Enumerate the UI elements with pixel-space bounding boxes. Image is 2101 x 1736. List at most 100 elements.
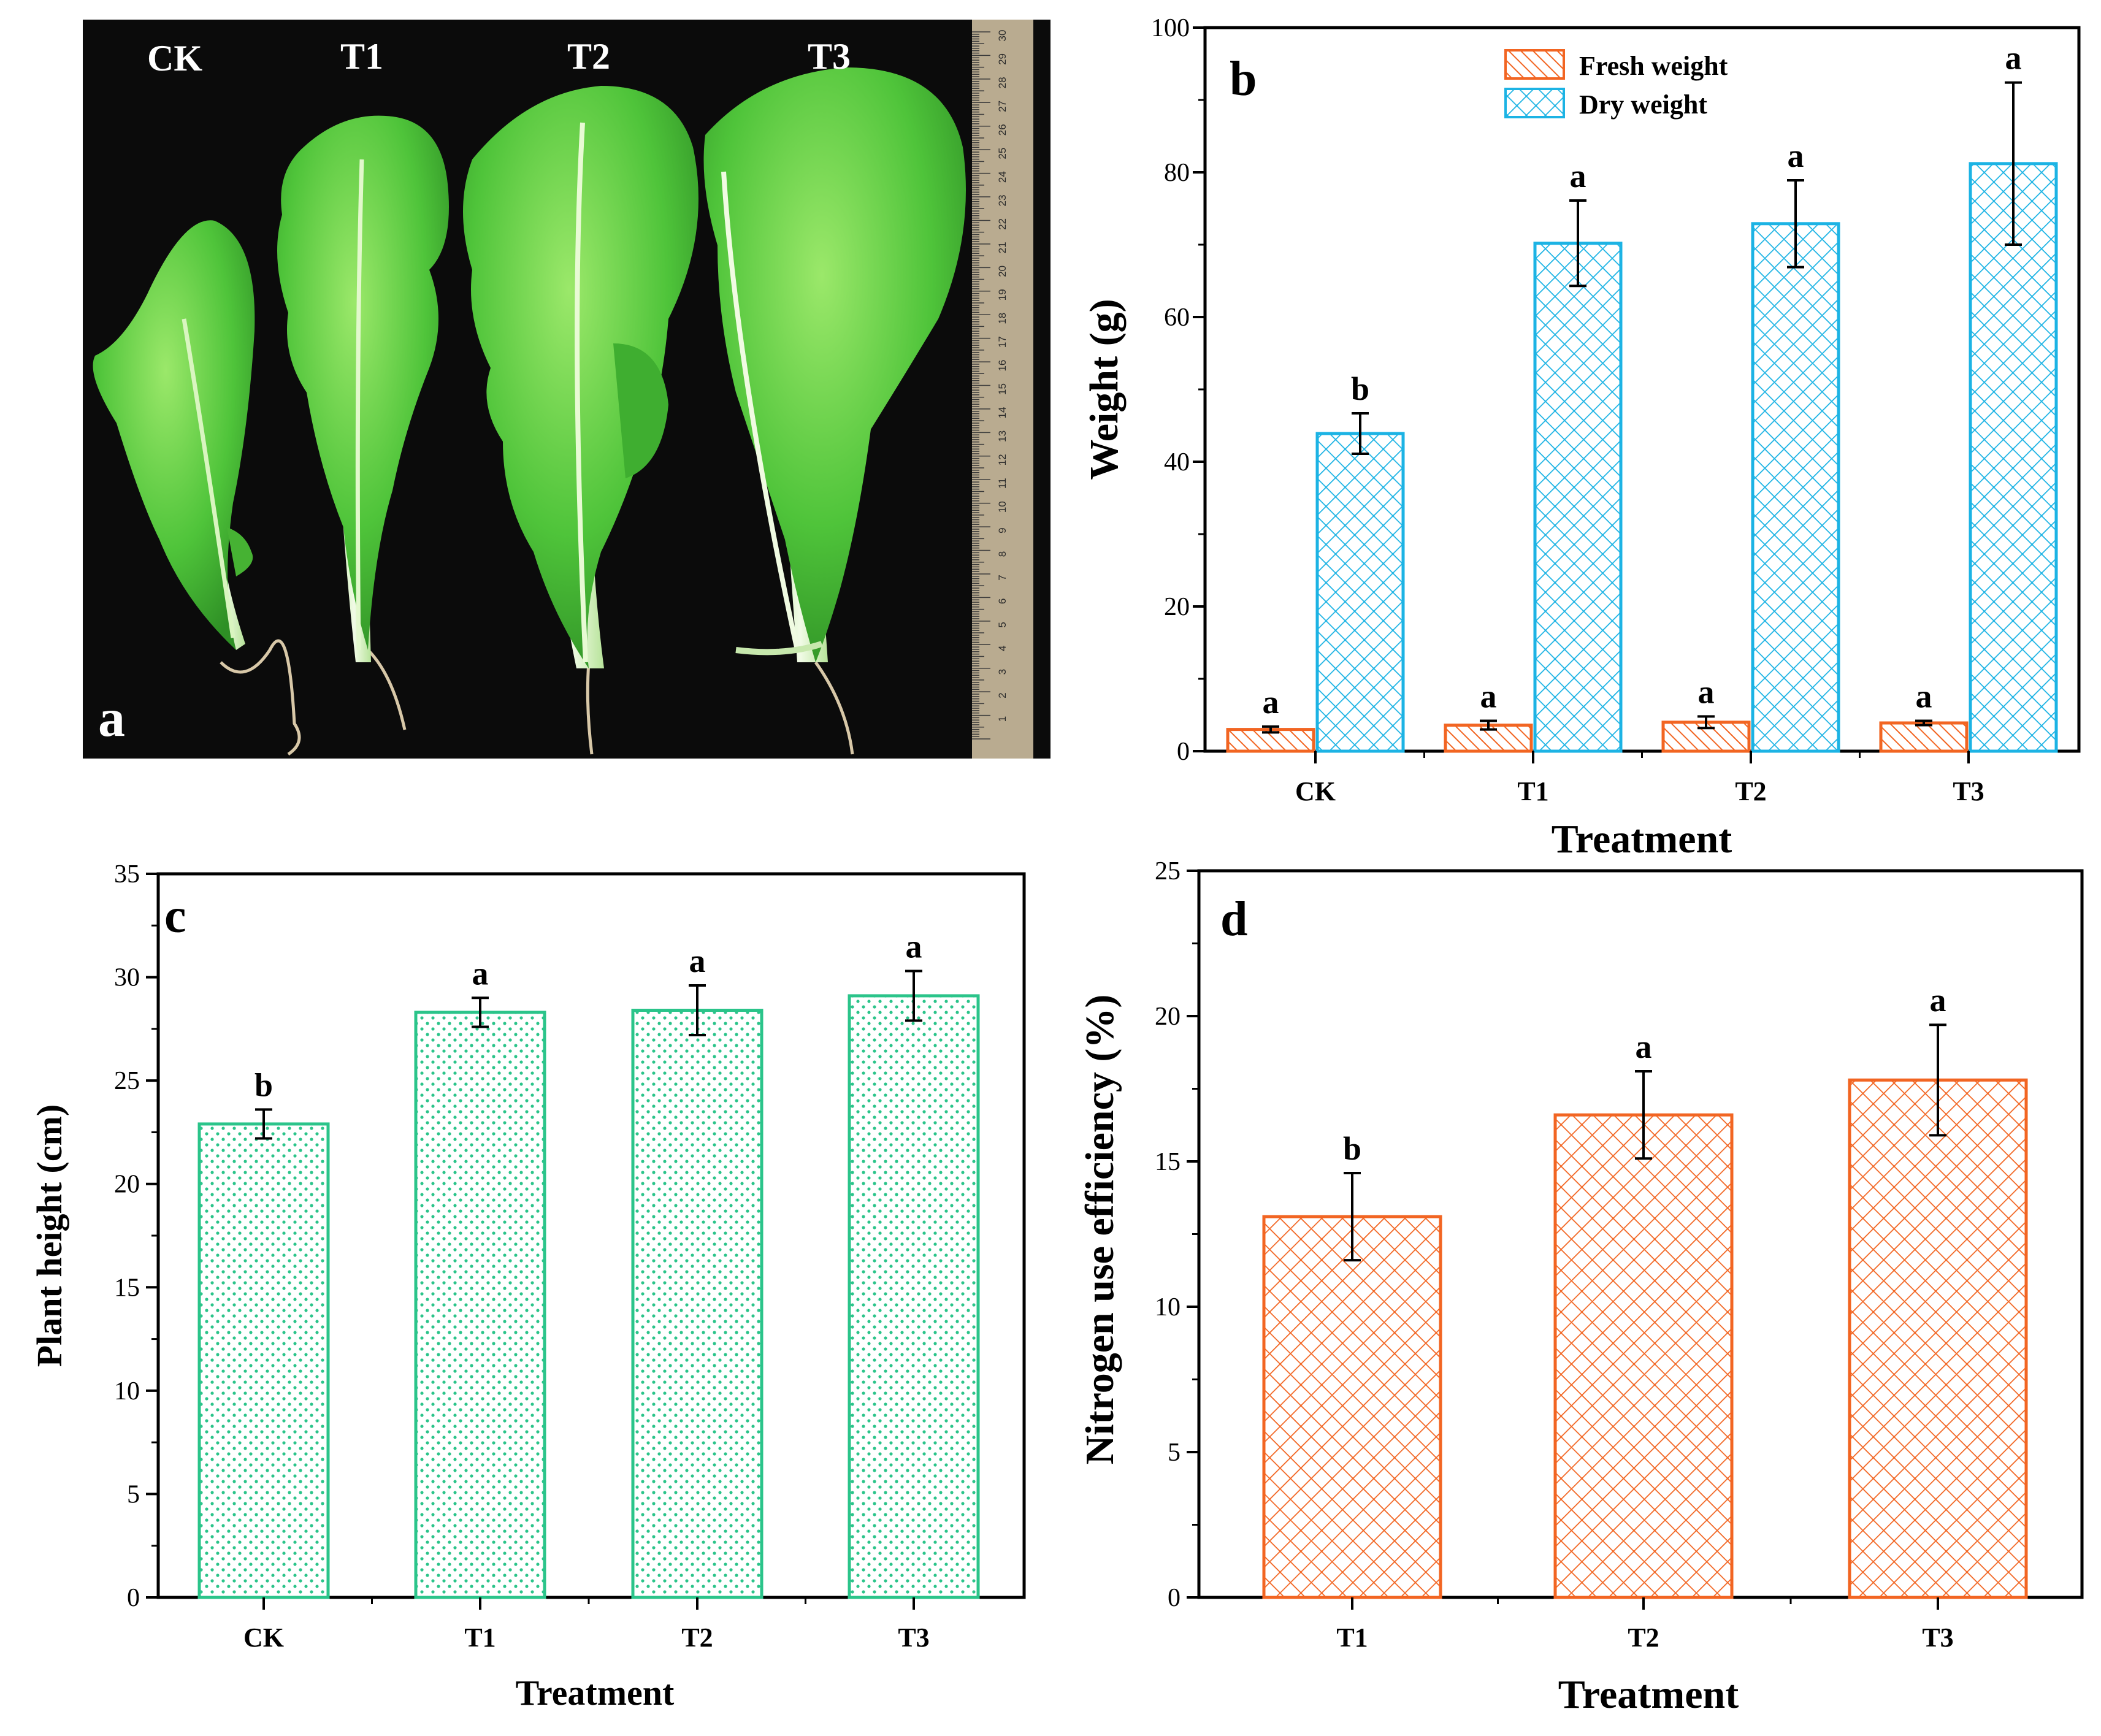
- legend-swatch-fresh: [1504, 49, 1565, 80]
- y-tick-label-5: 25: [1155, 857, 1181, 885]
- y-tick-label-3: 15: [114, 1274, 140, 1302]
- panel-label-c: c: [164, 889, 186, 943]
- ruler-number-28: 28: [997, 77, 1008, 88]
- x-tick-label-t1: T1: [464, 1623, 496, 1653]
- plant-label-t3: T3: [808, 36, 851, 77]
- ruler-number-22: 22: [997, 218, 1008, 230]
- significance-label-fresh-weight-t1: a: [1480, 678, 1497, 714]
- bar-dry-weight-t3: [1969, 162, 2058, 753]
- bar-series-ck: [197, 1122, 330, 1599]
- panel-d-nue-chart: d b a a 0 5 10 15 20 25 T1 T2 T3 Nitrogen use eff…: [1077, 857, 2084, 1717]
- y-tick-label-0: 0: [1168, 1584, 1181, 1612]
- panel-label-d: d: [1220, 892, 1248, 946]
- plant-t3: [703, 67, 966, 755]
- ruler-number-26: 26: [997, 124, 1008, 136]
- significance-label-series-t1: a: [472, 955, 489, 992]
- x-axis-b: CK T1 T2 T3: [1295, 751, 1984, 806]
- significance-label-series-t1: b: [1343, 1130, 1361, 1167]
- significance-label-fresh-weight-t2: a: [1698, 673, 1715, 710]
- significance-label-series-t2: a: [689, 943, 706, 979]
- bar-dry-weight-ck: [1315, 432, 1405, 753]
- y-tick-label-2: 40: [1164, 448, 1190, 476]
- ruler-number-9: 9: [997, 527, 1008, 533]
- bar-series-t2: [631, 1009, 763, 1599]
- ruler-labels: 1234567891011121314151617181920212223242…: [997, 30, 1008, 722]
- x-tick-label-ck: CK: [243, 1623, 284, 1653]
- x-tick-label-ck: CK: [1295, 776, 1336, 806]
- bar-series-t3: [848, 994, 980, 1599]
- legend-b: Fresh weight Dry weight: [1504, 49, 1728, 120]
- y-axis-d: 0 5 10 15 20 25: [1155, 857, 1199, 1612]
- x-tick-label-t3: T3: [1953, 776, 1984, 806]
- significance-label-series-t3: a: [906, 928, 922, 965]
- y-axis-label-c: Plant height (cm): [29, 1104, 69, 1367]
- y-tick-label-1: 5: [127, 1480, 140, 1508]
- ruler-number-23: 23: [997, 195, 1008, 207]
- plant-t2: [463, 86, 698, 755]
- y-tick-label-3: 60: [1164, 304, 1190, 332]
- ruler-number-18: 18: [997, 313, 1008, 324]
- ruler-number-20: 20: [997, 266, 1008, 277]
- plant-labels: CK T1 T2 T3: [147, 36, 851, 78]
- legend-label-fresh: Fresh weight: [1579, 51, 1728, 81]
- y-tick-label-6: 30: [114, 964, 140, 992]
- x-tick-label-t2: T2: [1735, 776, 1766, 806]
- significance-label-dry-weight-t3: a: [2005, 40, 2022, 77]
- ruler: [972, 20, 1033, 759]
- y-tick-label-1: 20: [1164, 593, 1190, 621]
- plant-t1: [277, 115, 449, 730]
- plant-label-ck: CK: [147, 38, 202, 78]
- panel-label-a: a: [98, 689, 125, 748]
- ruler-number-19: 19: [997, 289, 1008, 300]
- bars-c: b a a a: [197, 928, 980, 1599]
- ruler-number-13: 13: [997, 430, 1008, 442]
- y-tick-label-5: 25: [114, 1067, 140, 1095]
- ruler-ticks: [972, 31, 990, 740]
- ruler-number-2: 2: [997, 692, 1008, 698]
- significance-label-dry-weight-t1: a: [1570, 158, 1586, 194]
- bar-dry-weight-t1: [1533, 242, 1623, 753]
- significance-label-series-t3: a: [1930, 982, 1946, 1019]
- y-axis-label-b: Weight (g): [1082, 299, 1127, 480]
- y-tick-label-5: 100: [1151, 14, 1190, 42]
- ruler-number-7: 7: [997, 575, 1008, 580]
- significance-label-dry-weight-t2: a: [1788, 137, 1804, 174]
- panel-a-photo: 1234567891011121314151617181920212223242…: [83, 20, 1050, 759]
- ruler-number-29: 29: [997, 53, 1008, 65]
- bar-fresh-weight-t3: [1879, 721, 1969, 753]
- ruler-number-17: 17: [997, 336, 1008, 348]
- ruler-number-1: 1: [997, 716, 1008, 722]
- plant-ck: [93, 220, 301, 756]
- x-tick-label-t3: T3: [898, 1623, 929, 1653]
- y-tick-label-4: 20: [114, 1171, 140, 1199]
- y-tick-label-0: 0: [127, 1584, 140, 1612]
- x-tick-label-t3: T3: [1922, 1623, 1953, 1653]
- y-tick-label-3: 15: [1155, 1148, 1181, 1176]
- y-axis-label-d: Nitrogen use efficiency (%): [1077, 995, 1122, 1465]
- x-tick-label-t2: T2: [681, 1623, 713, 1653]
- y-axis-c: 0 5 10 15 20 25 30 35: [114, 860, 158, 1612]
- ruler-number-21: 21: [997, 242, 1008, 253]
- ruler-number-5: 5: [997, 622, 1008, 627]
- x-tick-label-t1: T1: [1517, 776, 1548, 806]
- ruler-number-11: 11: [997, 478, 1008, 489]
- y-tick-label-7: 35: [114, 860, 140, 889]
- y-axis-b: 0 20 40 60 80 100: [1151, 14, 1205, 766]
- x-axis-d: T1 T2 T3: [1336, 1597, 1954, 1653]
- x-axis-c: CK T1 T2 T3: [243, 1597, 930, 1653]
- bars-d: b a a: [1262, 982, 2028, 1599]
- ruler-number-14: 14: [997, 407, 1008, 418]
- x-axis-label-d: Treatment: [1558, 1672, 1739, 1717]
- ruler-number-24: 24: [997, 171, 1008, 183]
- bar-series-t2: [1553, 1113, 1734, 1599]
- y-tick-label-4: 80: [1164, 159, 1190, 187]
- panel-c-height-chart: c b a a a 0 5 10 15 20 25 30 35 CK T1 T2 T3 Plant hei…: [29, 860, 1026, 1713]
- x-axis-label-c: Treatment: [516, 1673, 675, 1713]
- significance-label-series-t2: a: [1636, 1028, 1652, 1065]
- panel-b-weight-chart: b Fresh weight Dry weight a a a a b a a a 0 20 40…: [1082, 14, 2081, 862]
- plant-label-t1: T1: [340, 36, 383, 77]
- significance-label-series-ck: b: [254, 1066, 273, 1103]
- x-tick-label-t2: T2: [1628, 1623, 1659, 1653]
- bar-series-t1: [1262, 1215, 1442, 1599]
